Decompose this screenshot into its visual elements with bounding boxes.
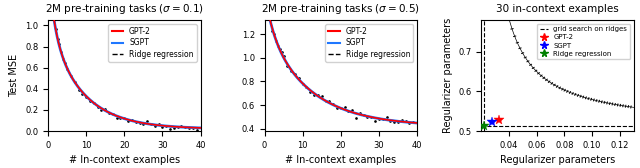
X-axis label: Regularizer parameters: Regularizer parameters: [500, 155, 615, 165]
Legend: grid search on ridges, GPT-2, SGPT, Ridge regression: grid search on ridges, GPT-2, SGPT, Ridg…: [537, 24, 630, 59]
X-axis label: # In-context examples: # In-context examples: [285, 155, 396, 165]
Title: 30 in-context examples: 30 in-context examples: [496, 4, 619, 14]
Y-axis label: Regularizer parameters: Regularizer parameters: [443, 18, 452, 133]
Title: 2M pre-training tasks ($\sigma = 0.5$): 2M pre-training tasks ($\sigma = 0.5$): [261, 2, 420, 16]
X-axis label: # In-context examples: # In-context examples: [68, 155, 180, 165]
Y-axis label: Test MSE: Test MSE: [10, 54, 19, 97]
Legend: GPT-2, SGPT, Ridge regression: GPT-2, SGPT, Ridge regression: [109, 24, 196, 62]
Title: 2M pre-training tasks ($\sigma = 0.1$): 2M pre-training tasks ($\sigma = 0.1$): [45, 2, 204, 16]
Legend: GPT-2, SGPT, Ridge regression: GPT-2, SGPT, Ridge regression: [325, 24, 413, 62]
